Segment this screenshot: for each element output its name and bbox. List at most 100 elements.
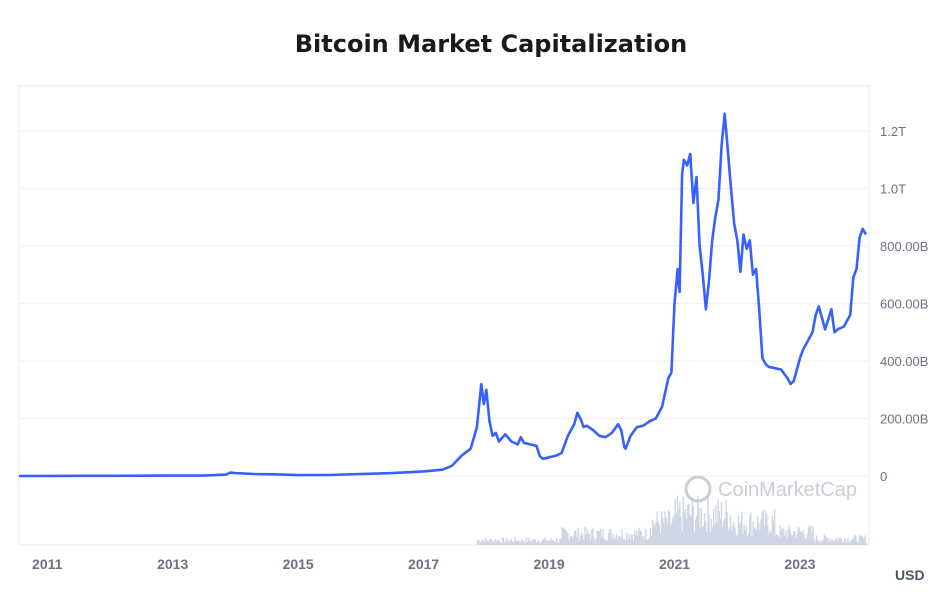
volume-bar: [694, 519, 697, 545]
volume-bar: [520, 538, 523, 545]
volume-bar: [553, 541, 556, 545]
volume-bar: [709, 532, 711, 545]
volume-bar: [554, 541, 557, 545]
volume-bar: [532, 540, 534, 545]
volume-bar: [784, 535, 786, 545]
volume-bar: [724, 517, 726, 545]
volume-bar: [797, 526, 800, 545]
grid-lines: [19, 130, 869, 477]
volume-bar: [535, 542, 538, 545]
volume-bar: [691, 500, 693, 545]
volume-bar: [735, 535, 737, 545]
volume-bar: [492, 540, 495, 545]
volume-bar: [732, 525, 734, 545]
volume-bar: [689, 514, 691, 545]
volume-bar: [623, 538, 626, 545]
volume-bar: [508, 540, 510, 545]
volume-bar: [638, 527, 640, 545]
y-axis-ticks: 0 200.00B 400.00B 600.00B 800.00B 1.0T 1.2T: [880, 124, 928, 484]
volume-bar: [840, 538, 842, 545]
volume-bar: [763, 525, 766, 545]
volume-bar: [676, 495, 679, 545]
volume-bar: [842, 542, 845, 545]
volume-bar: [681, 530, 683, 545]
volume-bar: [751, 535, 753, 545]
volume-bar: [555, 538, 558, 545]
volume-bar: [522, 541, 524, 545]
volume-bar: [692, 506, 695, 545]
volume-bar: [549, 540, 551, 545]
volume-bar: [587, 532, 589, 545]
volume-bar: [781, 527, 784, 545]
volume-bar: [543, 539, 545, 545]
volume-bar: [727, 530, 730, 545]
volume-bar: [852, 537, 855, 545]
volume-bar: [788, 524, 790, 545]
volume-bar: [859, 534, 862, 545]
volume-bar: [641, 537, 644, 545]
volume-bar: [665, 517, 667, 545]
volume-bar: [540, 542, 542, 545]
volume-bar: [662, 518, 664, 545]
volume-bar: [675, 512, 678, 545]
volume-bar: [680, 516, 682, 545]
volume-bar: [742, 533, 744, 545]
volume-bar: [822, 539, 824, 545]
y-tick-label: 800.00B: [880, 239, 928, 254]
volume-bar: [810, 525, 812, 545]
volume-bar: [650, 535, 653, 545]
x-axis-ticks: 2011 2013 2015 2017 2019 2021 2023: [32, 556, 816, 572]
volume-bar: [480, 541, 482, 545]
volume-bar: [562, 527, 565, 545]
volume-bar: [719, 518, 722, 545]
volume-bar: [683, 512, 685, 545]
volume-bar: [515, 540, 517, 545]
volume-bar: [655, 521, 657, 545]
volume-bar: [841, 541, 844, 545]
volume-bar: [756, 516, 759, 545]
volume-bar: [740, 521, 742, 545]
volume-bar: [601, 537, 603, 545]
volume-bar: [627, 539, 629, 545]
volume-bar: [785, 530, 787, 545]
volume-bar: [541, 540, 543, 545]
volume-bar: [839, 537, 841, 545]
volume-bar: [488, 541, 490, 545]
volume-bar: [718, 510, 720, 545]
volume-bar: [769, 530, 771, 545]
volume-bar: [663, 522, 665, 545]
volume-bar: [836, 538, 838, 545]
volume-bar: [490, 539, 492, 545]
volume-bar: [682, 496, 684, 545]
volume-bar: [768, 534, 770, 545]
volume-bar: [572, 535, 575, 545]
volume-bar: [557, 542, 559, 545]
volume-bar: [736, 534, 739, 545]
volume-bar: [767, 525, 769, 545]
volume-bar: [476, 540, 479, 545]
volume-bar: [777, 535, 779, 545]
volume-bar: [762, 510, 765, 545]
volume-bar: [575, 530, 577, 545]
volume-bar: [728, 527, 731, 545]
volume-bar: [531, 539, 533, 545]
volume-bar: [542, 539, 544, 545]
volume-bar: [563, 528, 566, 545]
volume-bar: [811, 533, 813, 545]
volume-bar: [487, 540, 489, 545]
volume-bar: [855, 535, 857, 545]
volume-bar: [604, 540, 606, 545]
volume-bar: [550, 538, 552, 545]
volume-bar: [702, 525, 705, 545]
volume-bar: [863, 538, 865, 545]
volume-bar: [526, 541, 529, 545]
volume-bar: [825, 537, 828, 545]
volume-bar: [536, 541, 539, 545]
coinmarketcap-logo-icon: [684, 475, 712, 503]
volume-bar: [479, 542, 481, 545]
volume-bar: [849, 541, 851, 545]
volume-bar: [864, 535, 866, 545]
volume-bar: [753, 528, 755, 545]
volume-bar: [552, 540, 554, 545]
volume-bar: [734, 527, 736, 545]
